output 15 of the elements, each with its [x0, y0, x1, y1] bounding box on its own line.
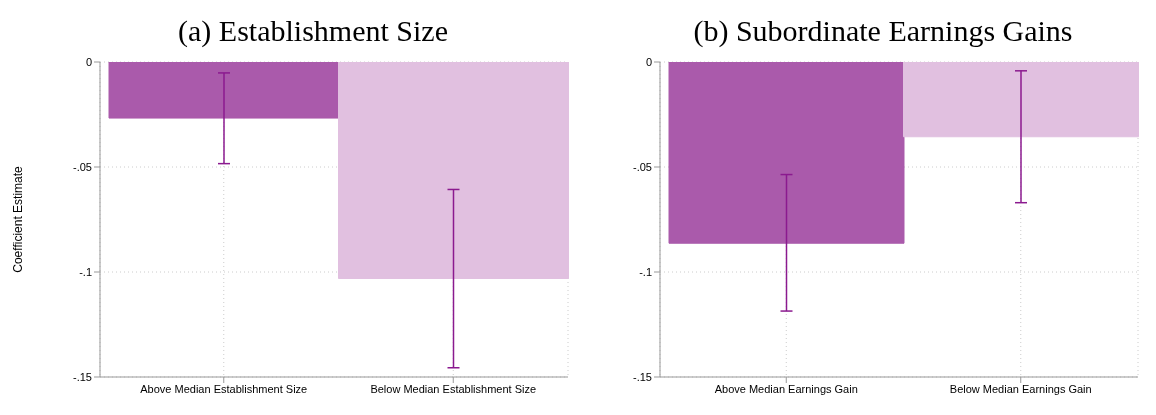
y-tick-label: 0 — [645, 55, 652, 68]
y-tick-label: -.05 — [73, 160, 92, 173]
chart-title: (a) Establishment Size — [177, 13, 449, 49]
x-tick-label: Below Median Establishment Size — [370, 382, 537, 395]
y-tick-label: -.1 — [79, 265, 92, 278]
y-tick-label: -.15 — [73, 370, 92, 383]
x-tick-label: Above Median Earnings Gain — [714, 382, 858, 395]
y-tick-label: -.05 — [633, 160, 652, 173]
y-axis-title: Coefficient Estimate — [11, 165, 26, 273]
y-tick-label: 0 — [85, 55, 92, 68]
chart-title: (b) Subordinate Earnings Gains — [692, 13, 1074, 49]
y-tick-label: -.15 — [633, 370, 652, 383]
x-tick-label: Below Median Earnings Gain — [949, 382, 1092, 395]
y-tick-label: -.1 — [639, 265, 652, 278]
x-tick-label: Above Median Establishment Size — [140, 382, 308, 395]
